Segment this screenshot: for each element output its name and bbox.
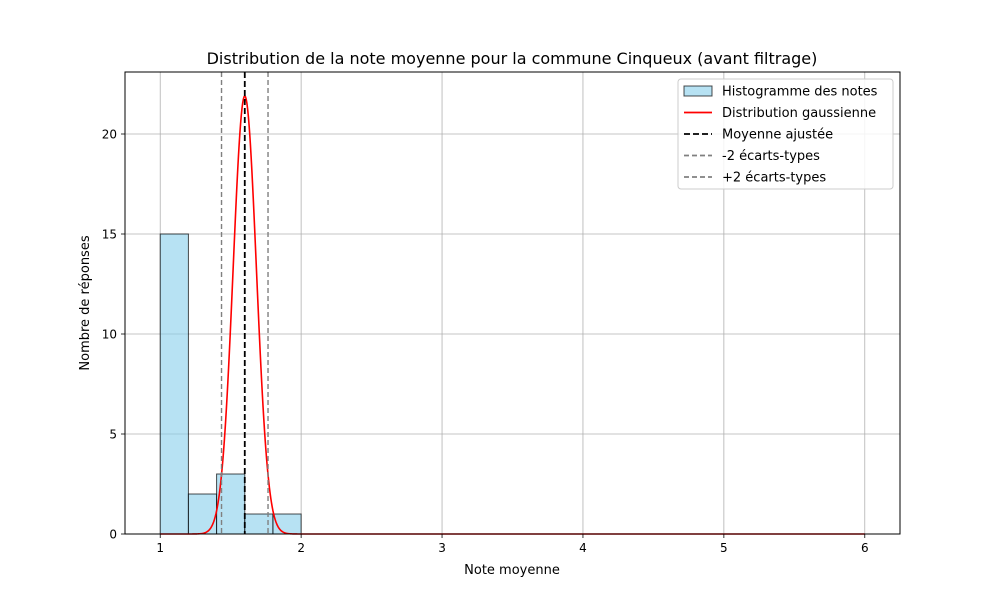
axis-ticks: 1 2 3 4 5 6 0 5 10 15 20 [102, 128, 869, 556]
x-tick-label: 1 [156, 541, 164, 555]
x-tick-label: 6 [861, 541, 869, 555]
legend-label: Moyenne ajustée [722, 128, 833, 143]
x-tick-label: 2 [297, 541, 305, 555]
plot-frame [124, 71, 901, 535]
legend-label: Distribution gaussienne [722, 106, 876, 121]
y-tick-label: 20 [102, 128, 117, 142]
x-tick-label: 3 [438, 541, 446, 555]
y-tick-label: 5 [109, 428, 117, 442]
y-tick-label: 0 [109, 528, 117, 542]
legend-label: -2 écarts-types [722, 149, 820, 164]
x-tick-label: 5 [720, 541, 728, 555]
legend-box [677, 78, 894, 190]
y-tick-label: 15 [102, 228, 117, 242]
x-axis-label: Note moyenne [464, 563, 560, 578]
histogram-bars [159, 233, 302, 535]
x-tick-label: 4 [579, 541, 587, 555]
legend-label: +2 écarts-types [722, 171, 826, 186]
legend-swatch-histogram [683, 85, 713, 97]
histogram-bar [244, 513, 274, 535]
reference-lines [220, 72, 269, 534]
legend-label: Histogramme des notes [722, 85, 878, 100]
y-axis-label: Nombre de réponses [78, 235, 93, 370]
histogram-bar [159, 233, 189, 535]
chart-title: Distribution de la note moyenne pour la … [207, 49, 818, 68]
legend: Histogramme des notes Distribution gaussi… [677, 78, 894, 190]
histogram-bar [187, 493, 218, 535]
y-tick-label: 10 [102, 328, 117, 342]
